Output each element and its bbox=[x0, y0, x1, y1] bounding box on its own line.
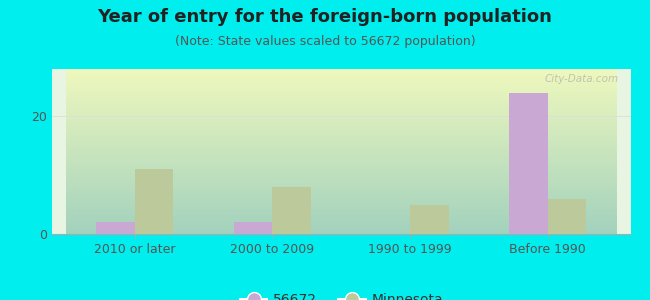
Bar bbox=[234, 222, 272, 234]
Legend: 56672, Minnesota: 56672, Minnesota bbox=[234, 288, 448, 300]
Bar bbox=[410, 205, 448, 234]
Bar bbox=[135, 169, 173, 234]
Text: Year of entry for the foreign-born population: Year of entry for the foreign-born popul… bbox=[98, 8, 552, 26]
Text: City-Data.com: City-Data.com bbox=[545, 74, 619, 84]
Bar bbox=[96, 222, 135, 234]
Bar bbox=[272, 187, 311, 234]
Bar bbox=[548, 199, 586, 234]
Text: (Note: State values scaled to 56672 population): (Note: State values scaled to 56672 popu… bbox=[175, 34, 475, 47]
Bar bbox=[510, 93, 548, 234]
